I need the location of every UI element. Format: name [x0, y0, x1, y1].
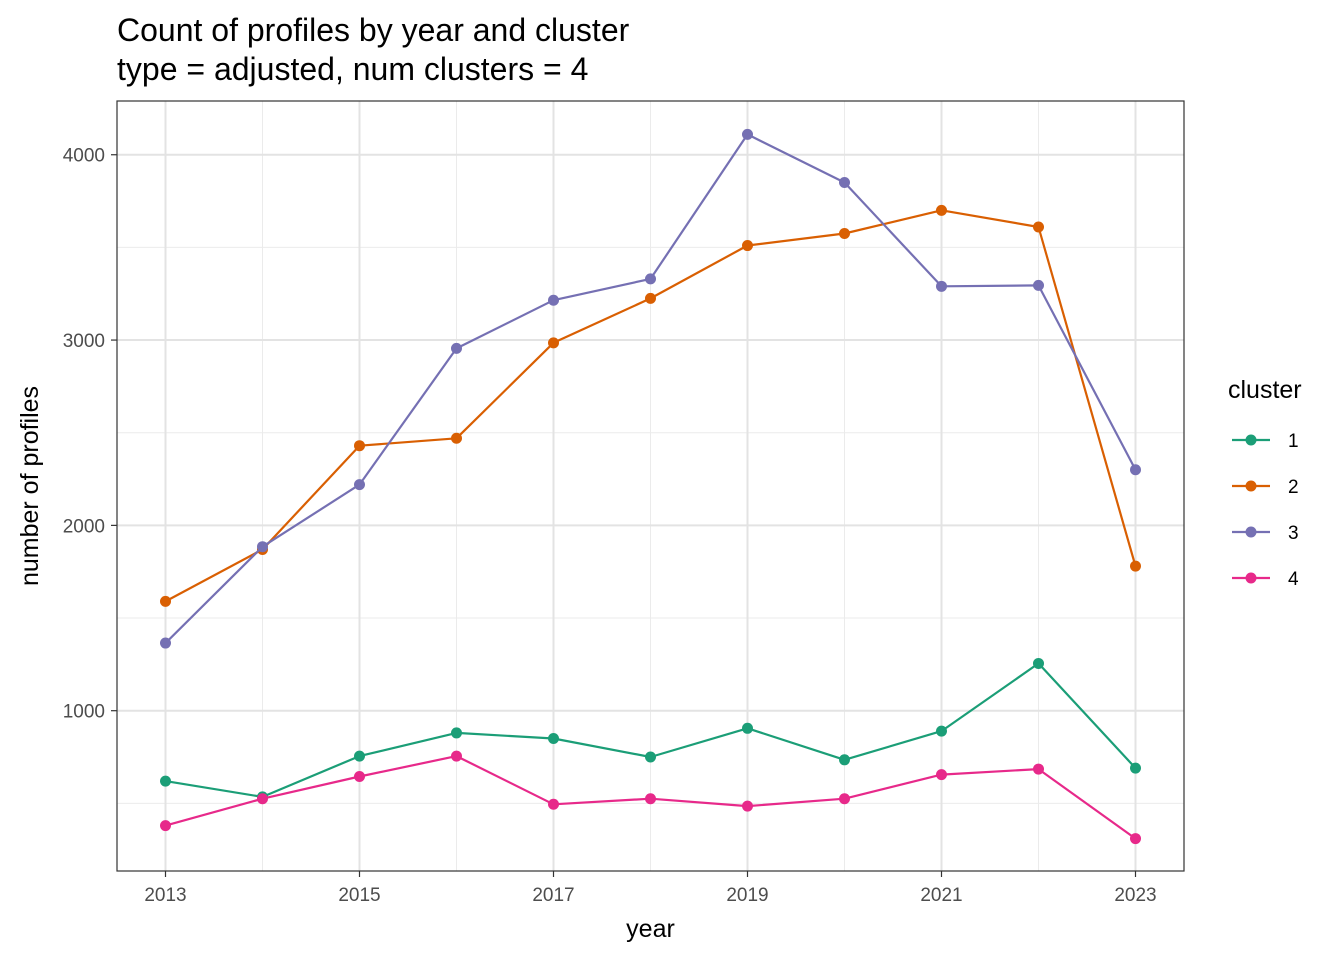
data-point [936, 280, 947, 292]
data-point [742, 722, 753, 734]
data-point [645, 751, 656, 763]
data-point [548, 294, 559, 306]
legend: cluster 1 2 3 4 [1228, 376, 1302, 590]
data-point [1033, 763, 1044, 775]
y-tick-label: 4000 [63, 146, 105, 167]
data-point [548, 798, 559, 810]
data-point [257, 541, 268, 553]
chart-subtitle: type = adjusted, num clusters = 4 [117, 51, 588, 87]
data-point [354, 750, 365, 762]
legend-swatch-point [1245, 434, 1257, 446]
data-point [839, 793, 850, 805]
data-point [839, 228, 850, 240]
data-point [742, 800, 753, 812]
series-4 [160, 750, 1141, 845]
data-point [839, 754, 850, 766]
data-point [936, 725, 947, 737]
data-point [1130, 833, 1141, 845]
data-point [742, 240, 753, 252]
data-point [548, 732, 559, 744]
data-point [742, 128, 753, 140]
legend-item-2: 2 [1232, 477, 1299, 498]
data-point [160, 637, 171, 649]
legend-label: 4 [1288, 569, 1299, 590]
legend-swatch-point [1245, 526, 1257, 538]
data-point [451, 432, 462, 444]
data-point [1130, 762, 1141, 774]
data-point [451, 750, 462, 762]
data-point [160, 820, 171, 832]
x-tick-label: 2017 [532, 885, 574, 906]
series-layer [160, 128, 1141, 845]
chart-title: Count of profiles by year and cluster [117, 12, 630, 48]
series-2 [160, 204, 1141, 607]
grid [117, 101, 1184, 871]
legend-items: 1 2 3 4 [1232, 431, 1299, 590]
data-point [160, 775, 171, 787]
data-point [160, 595, 171, 607]
x-tick-label: 2023 [1114, 885, 1156, 906]
data-point [257, 793, 268, 805]
x-axis: 2013 2015 2017 2019 2021 2023 [144, 871, 1157, 906]
legend-item-1: 1 [1232, 431, 1299, 452]
data-point [936, 204, 947, 216]
legend-label: 3 [1288, 523, 1299, 544]
data-point [1033, 279, 1044, 291]
legend-item-4: 4 [1232, 569, 1299, 590]
legend-swatch-point [1245, 572, 1257, 584]
data-point [1130, 560, 1141, 572]
y-axis: 1000 2000 3000 4000 [63, 146, 117, 723]
data-point [645, 793, 656, 805]
y-tick-label: 3000 [63, 331, 105, 352]
y-tick-label: 1000 [63, 702, 105, 723]
data-point [451, 342, 462, 354]
data-point [645, 273, 656, 285]
data-point [645, 292, 656, 304]
legend-label: 1 [1288, 431, 1299, 452]
x-tick-label: 2021 [920, 885, 962, 906]
legend-title: cluster [1228, 376, 1302, 404]
x-axis-label: year [626, 915, 675, 943]
data-point [354, 770, 365, 782]
data-point [839, 177, 850, 189]
x-tick-label: 2019 [726, 885, 768, 906]
y-axis-label: number of profiles [16, 386, 44, 586]
data-point [1130, 464, 1141, 476]
data-point [354, 479, 365, 491]
x-tick-label: 2013 [144, 885, 186, 906]
legend-swatch-point [1245, 480, 1257, 492]
legend-item-3: 3 [1232, 523, 1299, 544]
x-tick-label: 2015 [338, 885, 380, 906]
legend-label: 2 [1288, 477, 1299, 498]
y-tick-label: 2000 [63, 516, 105, 537]
data-point [354, 440, 365, 452]
data-point [1033, 221, 1044, 233]
data-point [1033, 657, 1044, 669]
data-point [548, 337, 559, 349]
series-3 [160, 128, 1141, 649]
data-point [936, 769, 947, 781]
data-point [451, 727, 462, 739]
plot-panel-border [116, 100, 1185, 872]
